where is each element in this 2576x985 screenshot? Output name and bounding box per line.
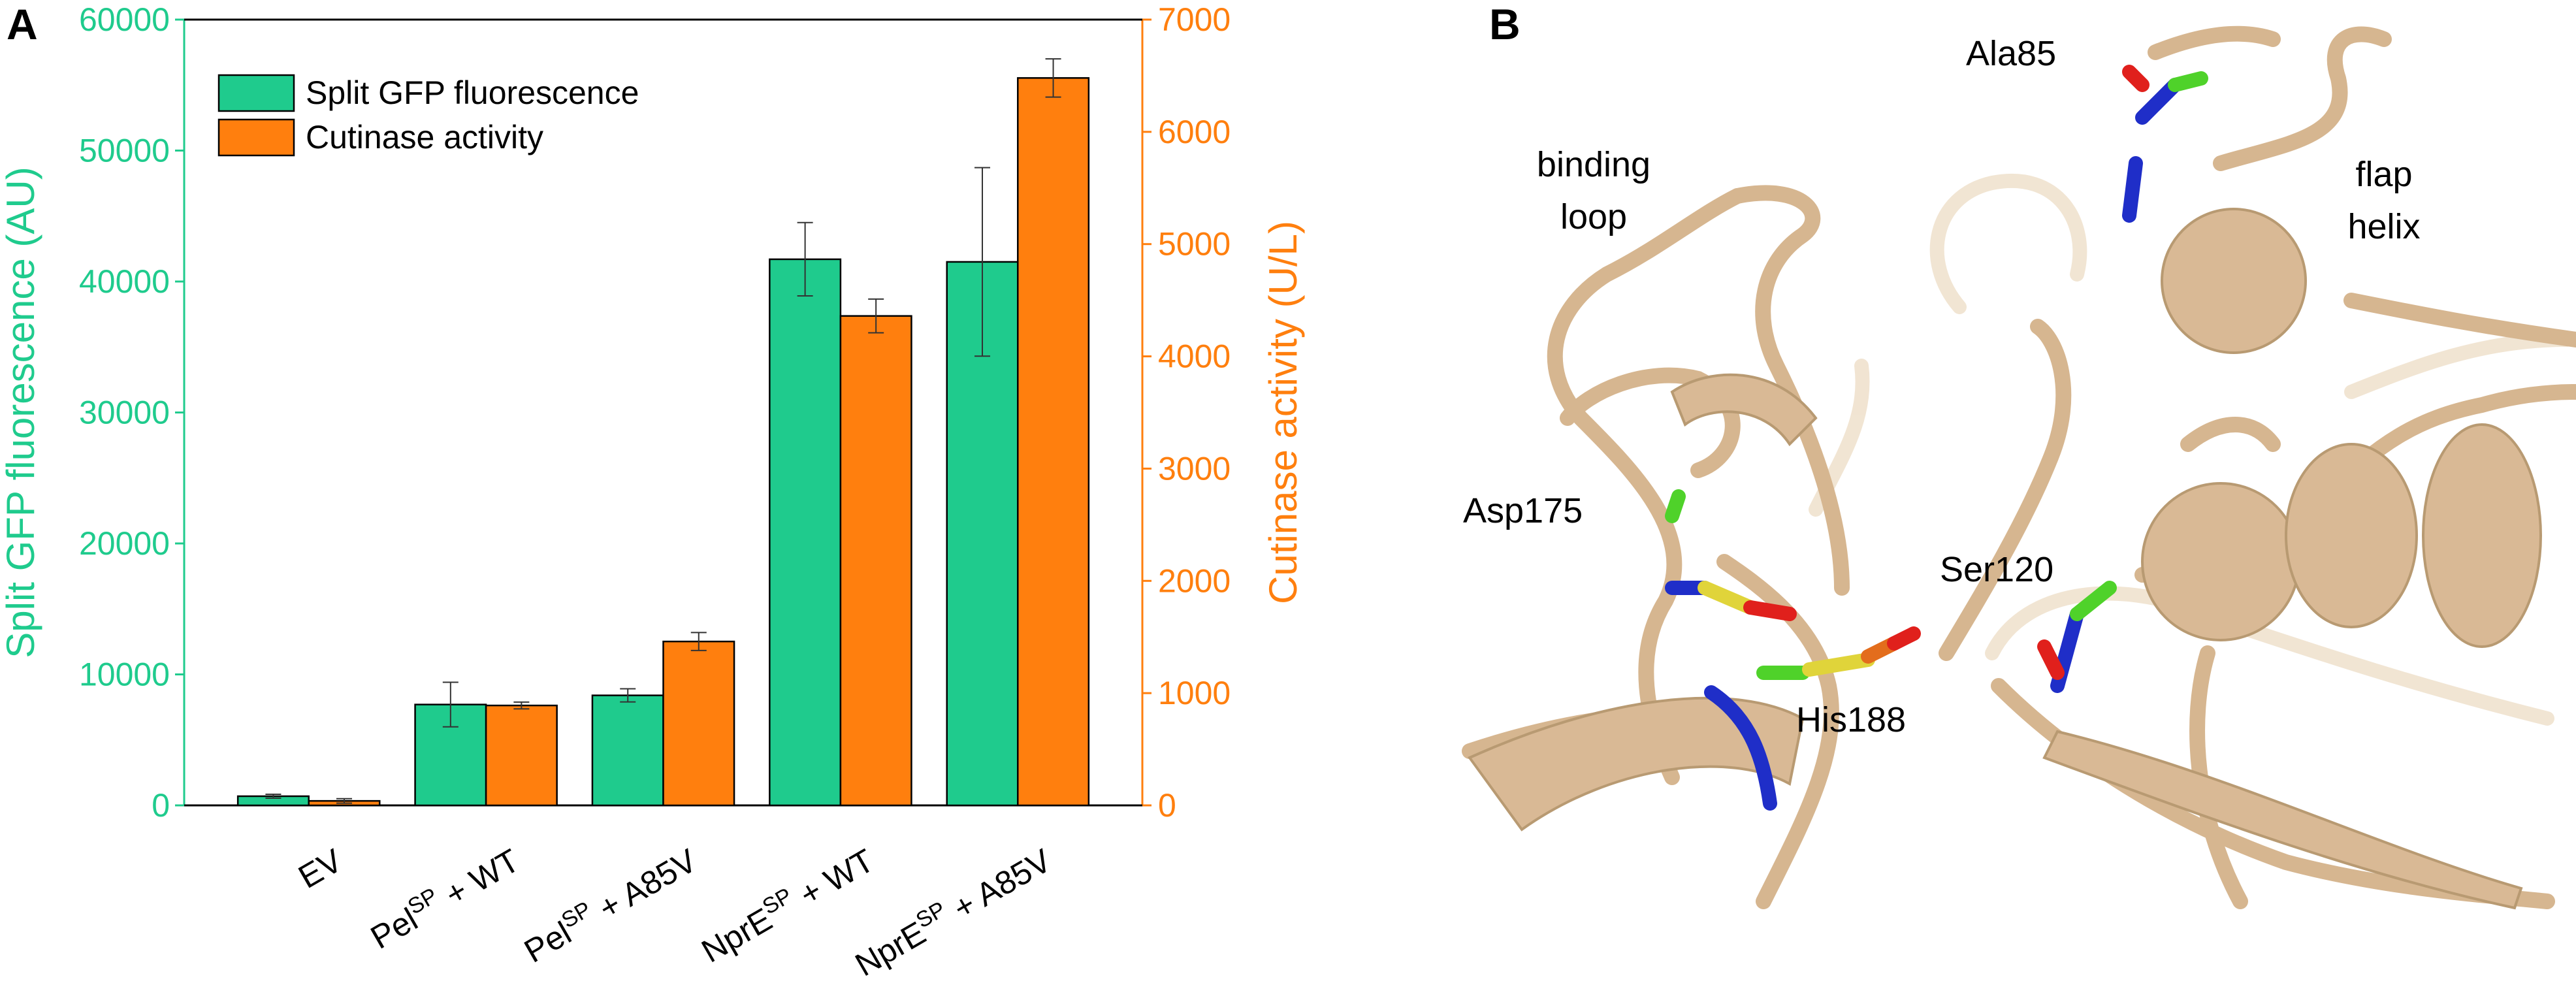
protein-structure [1462, 25, 2576, 910]
y2-tick-label: 2000 [1158, 562, 1231, 599]
bar [1017, 77, 1090, 807]
structure-label: binding [1537, 145, 1650, 184]
structure-label: Ser120 [1940, 550, 2053, 589]
y2-tick-label: 6000 [1158, 114, 1231, 150]
y-tick-label: 40000 [79, 263, 170, 300]
bar [591, 694, 664, 807]
structure-label: His188 [1796, 700, 1906, 739]
bar [769, 258, 842, 807]
bar [839, 315, 912, 807]
legend-label: Split GFP fluorescence [306, 74, 639, 111]
y2-tick-label: 0 [1158, 787, 1176, 824]
y2-tick-label: 4000 [1158, 338, 1231, 375]
x-tick-label: NprESP + A85V [847, 839, 1057, 982]
x-tick-label: PelSP + WT [363, 839, 526, 956]
y-tick-label: 60000 [79, 1, 170, 38]
legend-swatch [217, 118, 295, 157]
x-tick-label-part: + A85V [939, 842, 1057, 931]
y-axis-title: Split GFP fluorescence (AU) [0, 167, 42, 658]
y-tick-label: 10000 [79, 656, 170, 693]
x-tick-label-part: + WT [431, 842, 526, 918]
y2-axis-title: Cutinase activity (U/L) [1261, 221, 1305, 604]
legend-swatch [217, 74, 295, 112]
x-tick-label: PelSP + A85V [517, 839, 703, 969]
legend-label: Cutinase activity [306, 119, 543, 155]
structure-label: Ala85 [1966, 34, 2056, 73]
panel-label: B [1489, 0, 1521, 48]
structure-label: Asp175 [1463, 491, 1583, 530]
y2-tick-label: 1000 [1158, 675, 1231, 711]
x-tick-label: EV [292, 842, 348, 896]
y-tick-label: 50000 [79, 133, 170, 169]
x-tick-label-part: + A85V [585, 842, 703, 931]
bar [662, 640, 735, 807]
y2-tick-label: 7000 [1158, 1, 1231, 38]
y-tick-label: 0 [152, 787, 170, 824]
structure-label: loop [1560, 197, 1627, 236]
structure-label: helix [2347, 207, 2420, 246]
panel-label: A [7, 0, 38, 48]
x-tick-label-part: EV [292, 842, 348, 896]
x-tick-label-part: + WT [786, 842, 880, 918]
structure-label: flap [2355, 155, 2412, 194]
bar [485, 704, 558, 807]
y-tick-label: 20000 [79, 525, 170, 562]
y-tick-label: 30000 [79, 395, 170, 431]
y2-tick-label: 3000 [1158, 450, 1231, 487]
y2-tick-label: 5000 [1158, 226, 1231, 263]
